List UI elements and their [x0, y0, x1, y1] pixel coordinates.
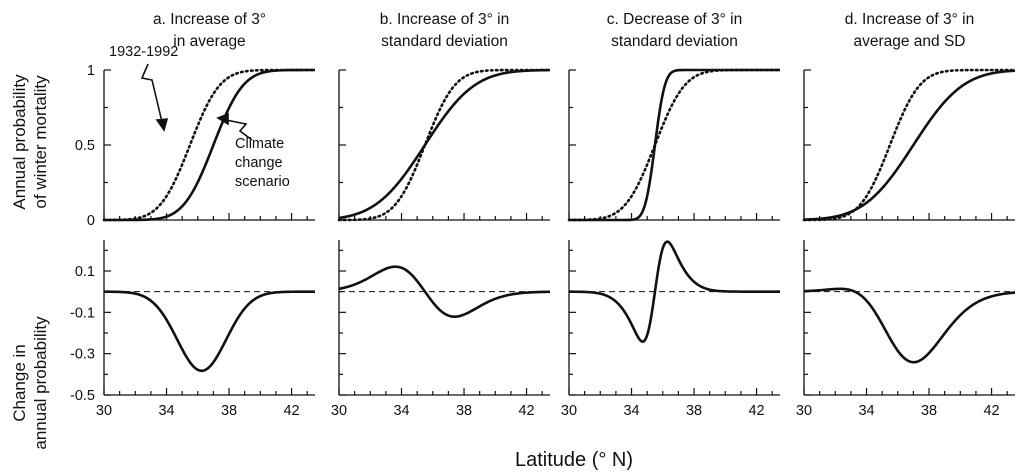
panel-c-title-line2: standard deviation [611, 33, 738, 50]
panel-a-difference-curve [103, 290, 315, 373]
arrow-scenario-leader [225, 119, 253, 141]
panel-b-x-tick-label: 34 [393, 403, 409, 419]
panel-a-title-line1: a. Increase of 3° [153, 11, 266, 28]
panel-c-title-line1: c. Decrease of 3° in [607, 11, 742, 28]
top-ylabel-line1: Annual probability [10, 74, 29, 210]
panel-d: d. Increase of 3° in average and SD 30 34 38… [796, 11, 1017, 419]
panel-c-x-tick-label: 38 [686, 403, 702, 419]
top-y-tick-label: 0 [87, 213, 95, 229]
panel-d-x-tick-label: 34 [858, 403, 874, 419]
panel-a-x-tick-label: 30 [96, 403, 112, 419]
arrow-historical-leader [140, 63, 163, 123]
panel-d-difference-curve [803, 287, 1016, 364]
panel-d-x-tick-label: 38 [921, 403, 937, 419]
panel-b-title-line2: standard deviation [381, 33, 508, 50]
panel-a-x-tick-label: 42 [283, 403, 299, 419]
panel-a: a. Increase of 3° in average 0 0.5 1 0.1 -0.1 -… [70, 11, 317, 419]
annotation-scenario-line2: change [235, 155, 283, 171]
arrow-historical-head [155, 118, 169, 132]
panel-d-x-tick-label: 30 [796, 403, 812, 419]
panel-c-x-tick-label: 34 [623, 403, 639, 419]
top-ylabel-line2: of winter mortality [31, 75, 50, 209]
panel-b-x-tick-label: 30 [331, 403, 347, 419]
panel-a-x-tick-label: 34 [158, 403, 174, 419]
panel-b-historical-curve [337, 68, 552, 222]
panel-b-x-tick-label: 38 [456, 403, 472, 419]
panel-d-historical-curve [802, 68, 1017, 222]
panel-a-scenario-curve [104, 68, 315, 222]
bottom-ylabel-line2: annual probability [31, 316, 50, 450]
panel-d-x-tick-label: 42 [983, 403, 999, 419]
panel-b-scenario-curve [338, 68, 551, 220]
panel-d-title-line2: average and SD [853, 33, 965, 50]
bottom-ylabel-line1: Change in [10, 344, 29, 422]
bottom-y-tick-label: -0.1 [70, 305, 95, 321]
bottom-y-tick-label: -0.3 [70, 347, 95, 363]
panels: a. Increase of 3° in average 0 0.5 1 0.1 -0.1 -… [70, 11, 1017, 419]
panel-a-x-tick-label: 38 [221, 403, 237, 419]
x-axis-label: Latitude (° N) [515, 449, 633, 471]
panel-c-x-tick-label: 30 [561, 403, 577, 419]
panel-c-difference-curve [568, 240, 780, 344]
top-y-tick-label: 1 [87, 63, 95, 79]
bottom-y-tick-label: -0.5 [70, 388, 95, 404]
panel-d-scenario-curve [803, 69, 1016, 221]
panel-b-title-line1: b. Increase of 3° in [380, 11, 509, 28]
annotation-scenario-line3: scenario [235, 174, 290, 190]
top-y-tick-label: 0.5 [75, 138, 95, 154]
panel-b-x-tick-label: 42 [518, 403, 534, 419]
panel-d-title-line1: d. Increase of 3° in [845, 11, 974, 28]
panel-c: c. Decrease of 3° in standard deviation 30… [561, 11, 782, 419]
panel-b-difference-curve [338, 265, 551, 318]
annotation-scenario-line1: Climate [235, 136, 284, 152]
panel-c-scenario-curve [569, 68, 780, 222]
panel-c-x-tick-label: 42 [748, 403, 764, 419]
panel-b: b. Increase of 3° in standard deviation 30… [331, 11, 552, 419]
panel-c-historical-curve [567, 68, 782, 222]
annotation-historical: 1932-1992 [109, 44, 178, 60]
bottom-y-tick-label: 0.1 [75, 264, 95, 280]
panel-a-title-line2: in average [173, 33, 245, 50]
